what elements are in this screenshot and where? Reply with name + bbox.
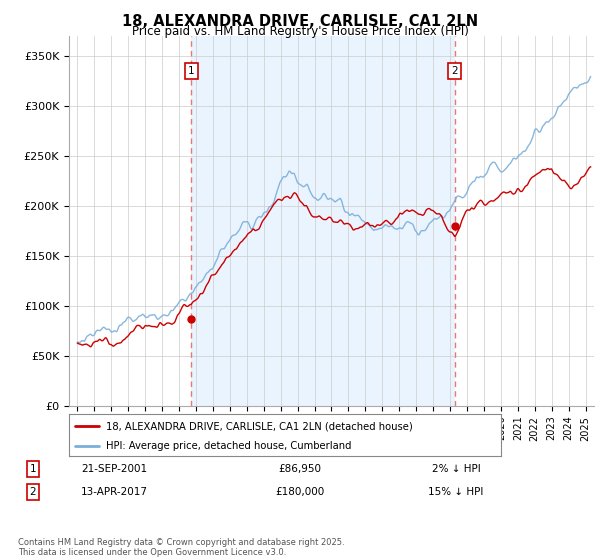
Text: 18, ALEXANDRA DRIVE, CARLISLE, CA1 2LN: 18, ALEXANDRA DRIVE, CARLISLE, CA1 2LN <box>122 14 478 29</box>
Text: £86,950: £86,950 <box>278 464 322 474</box>
Text: 2% ↓ HPI: 2% ↓ HPI <box>431 464 481 474</box>
Text: 1: 1 <box>188 67 194 76</box>
Text: 2: 2 <box>451 67 458 76</box>
Text: 21-SEP-2001: 21-SEP-2001 <box>81 464 147 474</box>
Text: Contains HM Land Registry data © Crown copyright and database right 2025.
This d: Contains HM Land Registry data © Crown c… <box>18 538 344 557</box>
Text: 13-APR-2017: 13-APR-2017 <box>80 487 148 497</box>
Text: 18, ALEXANDRA DRIVE, CARLISLE, CA1 2LN (detached house): 18, ALEXANDRA DRIVE, CARLISLE, CA1 2LN (… <box>106 421 412 431</box>
Text: £180,000: £180,000 <box>275 487 325 497</box>
Text: 15% ↓ HPI: 15% ↓ HPI <box>428 487 484 497</box>
Text: HPI: Average price, detached house, Cumberland: HPI: Average price, detached house, Cumb… <box>106 441 351 451</box>
Bar <box>191 36 455 406</box>
Text: Price paid vs. HM Land Registry's House Price Index (HPI): Price paid vs. HM Land Registry's House … <box>131 25 469 38</box>
Text: 2: 2 <box>29 487 37 497</box>
Text: 1: 1 <box>29 464 37 474</box>
